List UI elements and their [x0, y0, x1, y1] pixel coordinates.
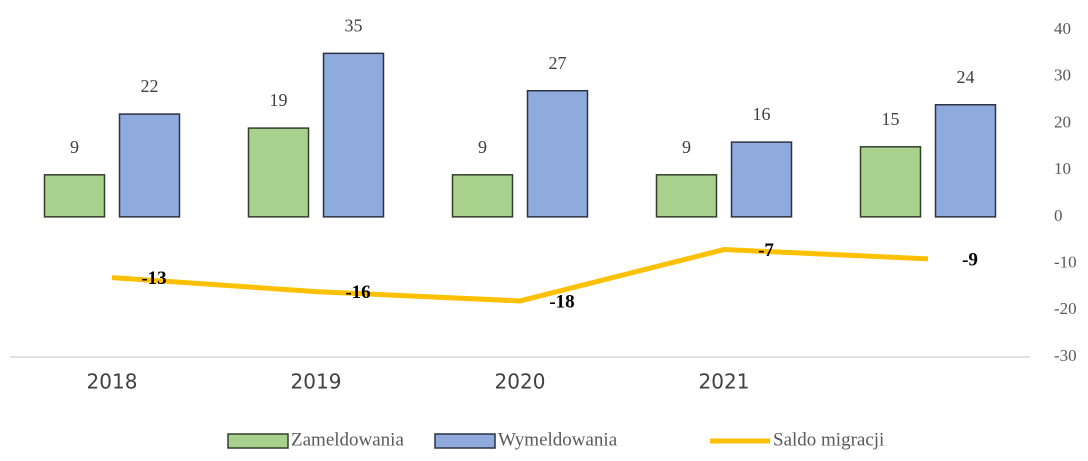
legend-label: Wymeldowania [498, 429, 618, 450]
data-label: 22 [141, 76, 159, 96]
data-label: 9 [478, 137, 487, 157]
bar [322, 52, 385, 218]
bar [43, 174, 106, 218]
data-label: 27 [549, 53, 567, 73]
bar [730, 141, 793, 218]
data-label: -9 [962, 249, 978, 270]
data-label: 9 [682, 137, 691, 157]
y-tick-label: 40 [1054, 19, 1071, 38]
y-tick-label: -10 [1054, 252, 1077, 271]
legend-swatch [434, 433, 496, 449]
bar [118, 113, 181, 218]
bar [934, 103, 997, 218]
y-tick-label: 10 [1054, 159, 1071, 178]
data-label: 19 [270, 90, 288, 110]
legend-label: Zameldowania [291, 429, 404, 450]
y-tick-label: 20 [1054, 112, 1071, 131]
legend-swatch [227, 433, 289, 449]
y-tick-label: -20 [1054, 299, 1077, 318]
x-tick-label: 2018 [87, 370, 138, 394]
data-label: 35 [345, 15, 363, 35]
data-label: -16 [345, 282, 370, 303]
y-tick-label: 0 [1054, 206, 1063, 225]
bar [451, 174, 514, 218]
data-label: 24 [957, 67, 975, 87]
y-tick-label: -30 [1054, 346, 1077, 365]
data-label: 15 [882, 109, 900, 129]
x-tick-label: 2021 [699, 370, 750, 394]
x-tick-label: 2019 [291, 370, 342, 394]
x-tick-label: 2020 [495, 370, 546, 394]
bar [655, 174, 718, 218]
bar [247, 127, 310, 218]
bar [859, 146, 922, 218]
data-label: 9 [70, 137, 79, 157]
data-label: -13 [141, 268, 166, 289]
bar [526, 89, 589, 218]
data-label: 16 [753, 104, 771, 124]
data-label: -18 [549, 291, 574, 312]
line [111, 247, 929, 304]
y-tick-label: 30 [1054, 66, 1071, 85]
data-label: -7 [758, 240, 774, 261]
legend-label: Saldo migracji [773, 429, 884, 450]
